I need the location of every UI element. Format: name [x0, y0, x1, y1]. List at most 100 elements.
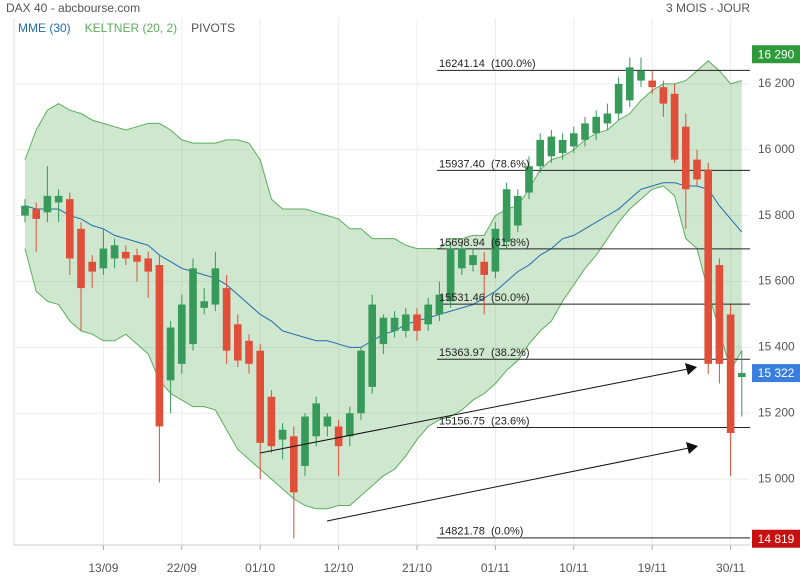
price-badge — [752, 529, 800, 548]
candle-body — [211, 268, 220, 305]
x-tick-label: 21/10 — [402, 561, 432, 575]
candle-body — [390, 317, 399, 331]
candle-body — [738, 373, 746, 378]
x-tick-label: 13/09 — [88, 561, 118, 575]
x-tick-label: 19/11 — [638, 561, 667, 575]
candle-body — [536, 139, 544, 167]
candle-body — [200, 301, 208, 308]
candle-body — [155, 265, 164, 427]
candle-body — [357, 350, 365, 414]
candle-body — [166, 327, 175, 381]
arrow-line — [326, 447, 690, 522]
candle-body — [525, 166, 533, 193]
candle-body — [693, 159, 701, 180]
candle-body — [446, 248, 455, 302]
candle-body — [659, 87, 668, 104]
pivot-label: 15698.94 (61.8%) — [439, 237, 530, 249]
candle-body — [626, 67, 634, 101]
x-tick-label: 01/10 — [245, 561, 275, 575]
candle-body — [77, 228, 85, 289]
candle-body — [178, 304, 186, 364]
pivot-label: 15156.75 (23.6%) — [439, 415, 530, 427]
candle-body — [122, 251, 130, 259]
legend-entry: PIVOTS — [191, 21, 235, 35]
arrow-head — [685, 363, 697, 375]
pivot-label: 15363.97 (38.2%) — [439, 347, 530, 359]
legend-entry: KELTNER (20, 2) — [85, 21, 177, 35]
y-tick-label: 15 800 — [758, 208, 795, 222]
candle-body — [614, 83, 623, 114]
price-badge-label: 15 322 — [758, 366, 795, 380]
candle-body — [43, 195, 52, 213]
band — [24, 60, 743, 510]
candle-body — [312, 403, 320, 437]
price-badge — [752, 364, 800, 383]
chart-title: DAX 40 - abcbourse.com — [6, 1, 140, 15]
candle-body — [592, 116, 600, 134]
candle-body — [88, 261, 96, 272]
candle-body — [413, 314, 421, 331]
candle-body — [21, 205, 29, 216]
x-tick-label: 10/11 — [559, 561, 588, 575]
keltner-upper — [24, 60, 742, 250]
candle-body — [547, 136, 556, 157]
keltner-band — [25, 60, 742, 509]
candle-body — [581, 123, 589, 140]
candle-body — [334, 426, 343, 447]
candle-body — [402, 314, 410, 331]
price-badge-label: 14 819 — [758, 532, 795, 546]
candle-body — [234, 324, 242, 361]
candle-body — [637, 70, 645, 81]
candle-body — [648, 80, 656, 88]
labels: 15 000 15 200 15 400 15 600 15 800 16 000 16 2… — [18, 21, 800, 575]
plot — [21, 57, 750, 539]
x-tick-label: 01/11 — [481, 561, 510, 575]
keltner-lower — [24, 185, 743, 510]
x-tick-label: 22/09 — [167, 561, 197, 575]
candle-body — [480, 261, 488, 275]
candle-body — [514, 195, 522, 226]
candle-body — [682, 126, 690, 190]
price-badge-label: 16 290 — [758, 47, 795, 61]
y-tick-label: 15 600 — [758, 274, 795, 288]
candle-body — [54, 195, 63, 203]
candle-body — [670, 93, 679, 160]
candle-body — [110, 245, 119, 259]
candle-body — [267, 396, 276, 447]
price-badge — [752, 45, 800, 64]
y-tick-label: 15 400 — [758, 340, 795, 354]
y-tick-label: 16 200 — [758, 76, 795, 90]
candle-body — [558, 139, 567, 154]
candle-body — [290, 436, 298, 493]
arrow-line — [259, 368, 689, 454]
candle-body — [99, 248, 108, 269]
pivot-label: 16241.14 (100.0%) — [439, 58, 536, 70]
x-tick-label: 30/11 — [716, 561, 745, 575]
chart-subtitle: 3 MOIS - JOUR — [666, 1, 750, 15]
candle-body — [435, 294, 444, 315]
candle-body — [368, 304, 376, 387]
legend-entry: MME (30) — [18, 21, 71, 35]
candle-body — [726, 314, 735, 434]
candle-body — [133, 255, 141, 262]
candle-body — [222, 288, 231, 351]
candle-body — [278, 429, 287, 440]
x-tick-label: 12/10 — [324, 561, 354, 575]
y-tick-label: 15 000 — [758, 471, 795, 485]
candle-body — [245, 340, 253, 364]
y-tick-label: 16 000 — [758, 142, 795, 156]
candle-body — [704, 169, 712, 364]
candle-body — [491, 228, 500, 272]
candle-body — [502, 189, 511, 242]
pivot-label: 14821.78 (0.0%) — [439, 526, 523, 538]
candle-body — [346, 413, 354, 437]
candle-body — [144, 258, 152, 272]
candle-body — [66, 199, 74, 259]
arrow-head — [686, 442, 698, 454]
candle-body — [32, 209, 40, 219]
candle-body — [603, 113, 612, 124]
candle-body — [301, 416, 309, 466]
y-tick-label: 15 200 — [758, 405, 795, 419]
candle-body — [715, 265, 724, 364]
